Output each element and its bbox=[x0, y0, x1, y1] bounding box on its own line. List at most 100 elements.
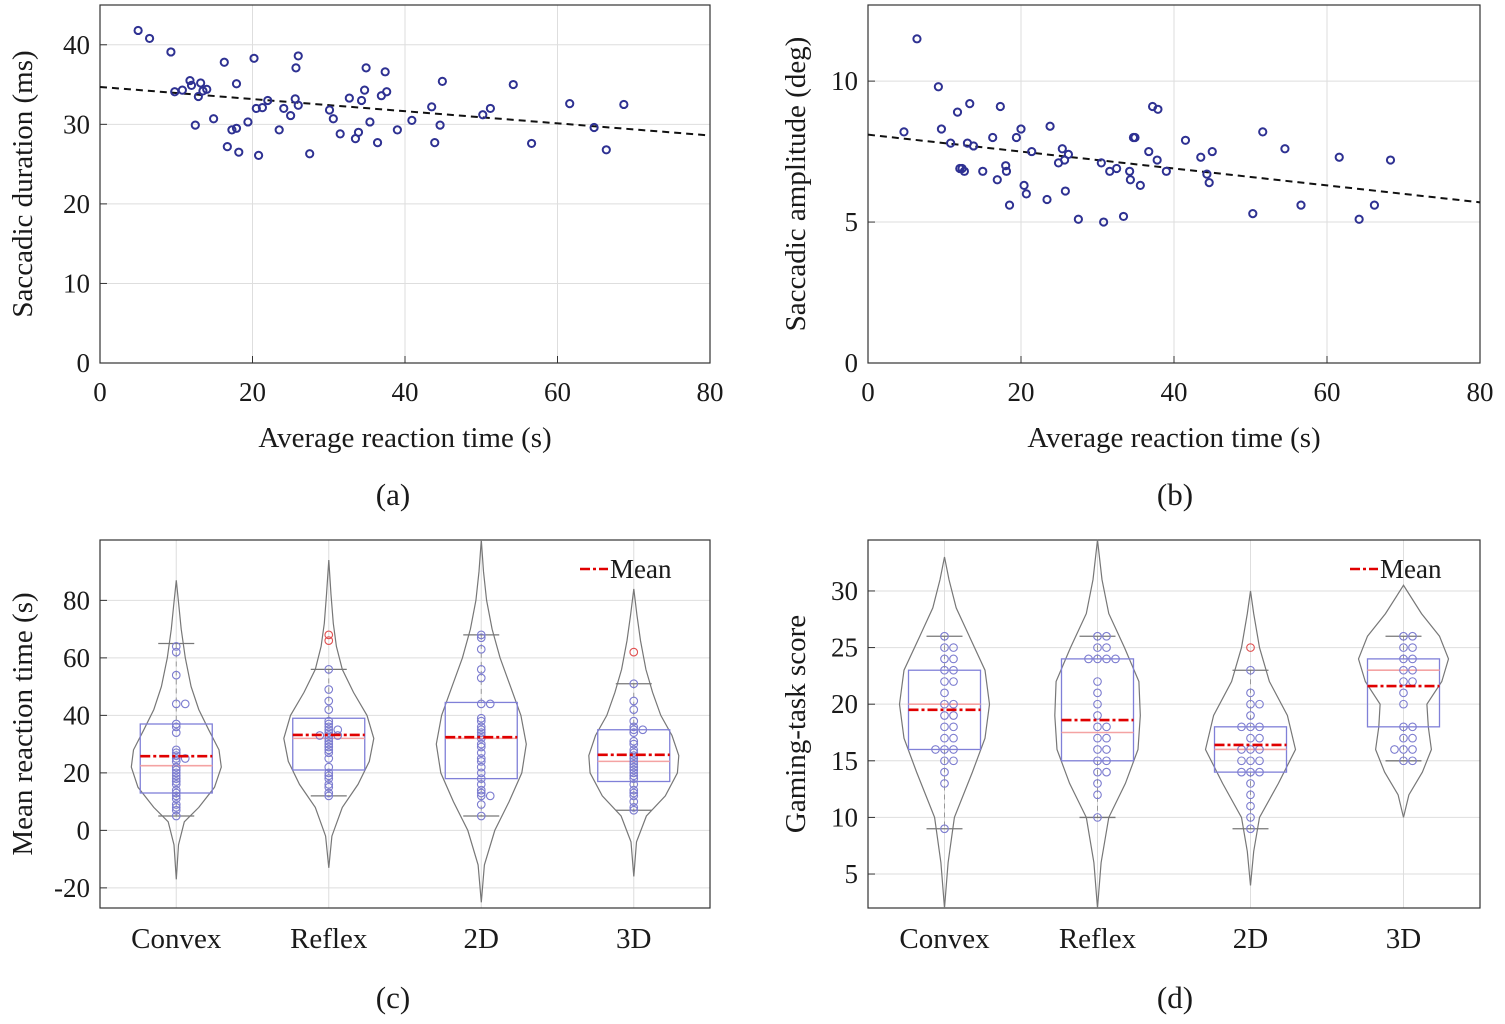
data-point bbox=[476, 722, 486, 732]
data-point bbox=[171, 805, 181, 815]
violin-outline bbox=[1054, 539, 1141, 909]
data-point bbox=[249, 53, 259, 63]
data-point bbox=[186, 80, 197, 90]
data-point bbox=[965, 99, 975, 109]
x-tick-label: 80 bbox=[697, 377, 724, 407]
data-point bbox=[1399, 677, 1408, 686]
data-point bbox=[629, 754, 639, 763]
x-tick-label: 0 bbox=[93, 377, 107, 407]
violin-outline bbox=[588, 588, 680, 877]
data-point bbox=[1207, 146, 1217, 157]
data-point bbox=[1019, 180, 1029, 191]
data-point bbox=[1093, 813, 1102, 822]
data-point bbox=[949, 677, 958, 686]
data-point bbox=[1369, 200, 1380, 210]
data-point bbox=[629, 736, 639, 746]
x-category-label: 3D bbox=[616, 923, 651, 955]
data-point bbox=[476, 673, 486, 683]
data-point bbox=[952, 107, 963, 117]
data-point bbox=[940, 722, 949, 732]
data-point bbox=[940, 767, 949, 777]
data-point bbox=[1042, 194, 1052, 205]
data-point bbox=[427, 102, 437, 112]
x-tick-label: 40 bbox=[392, 377, 419, 407]
data-point bbox=[1408, 631, 1417, 641]
data-point bbox=[324, 722, 334, 732]
data-point bbox=[940, 779, 949, 788]
y-tick-label: 40 bbox=[63, 700, 90, 730]
panel-b: 0 20 40 60 80 0 5 10 Average reaction time (s) Sa… bbox=[780, 4, 1494, 512]
data-point bbox=[1093, 756, 1102, 766]
outlier-point bbox=[324, 636, 334, 645]
data-point bbox=[254, 150, 264, 160]
y-tick-label: 10 bbox=[831, 66, 858, 96]
violin-group-3d bbox=[1357, 584, 1450, 818]
data-point bbox=[1280, 144, 1290, 154]
data-point bbox=[1093, 779, 1102, 788]
data-point bbox=[171, 699, 181, 709]
data-point bbox=[476, 811, 486, 821]
data-point bbox=[1093, 631, 1102, 641]
data-point bbox=[629, 728, 639, 737]
data-point bbox=[949, 722, 958, 732]
x-tick-label: 60 bbox=[1314, 377, 1341, 407]
data-point bbox=[940, 699, 949, 709]
data-point bbox=[1027, 146, 1037, 157]
data-point bbox=[949, 733, 958, 743]
data-point bbox=[476, 791, 486, 801]
data-point bbox=[171, 748, 181, 758]
data-point bbox=[324, 105, 335, 115]
data-point bbox=[629, 785, 639, 795]
violin-outline bbox=[435, 539, 527, 903]
data-point bbox=[476, 739, 486, 749]
data-point bbox=[629, 768, 639, 778]
data-point bbox=[1125, 175, 1135, 185]
data-point bbox=[1073, 214, 1083, 224]
data-point bbox=[1102, 767, 1111, 777]
violin-group-reflex bbox=[1054, 539, 1141, 909]
data-point bbox=[380, 67, 390, 77]
violin-group-convex bbox=[130, 580, 222, 880]
data-point bbox=[940, 631, 949, 641]
iqr-box bbox=[444, 701, 518, 780]
data-point bbox=[1408, 733, 1417, 743]
data-point bbox=[1399, 699, 1408, 709]
y-tick-label: 20 bbox=[63, 189, 90, 219]
data-point bbox=[1237, 722, 1246, 732]
y-tick-label: 80 bbox=[63, 585, 90, 615]
data-point bbox=[185, 75, 195, 86]
outlier-point bbox=[1246, 643, 1255, 652]
data-point bbox=[1334, 152, 1344, 162]
data-point bbox=[166, 47, 176, 57]
y-axis-label: Gaming-task score bbox=[780, 615, 812, 833]
data-point bbox=[171, 803, 181, 812]
data-point bbox=[1102, 722, 1111, 732]
data-point bbox=[171, 780, 181, 789]
data-point bbox=[171, 642, 181, 651]
data-point bbox=[1399, 665, 1408, 675]
y-tick-label: 5 bbox=[845, 859, 859, 889]
data-point bbox=[231, 123, 242, 133]
data-point bbox=[476, 757, 486, 766]
violin-group-2d bbox=[1204, 590, 1297, 886]
violin-group-2d bbox=[435, 539, 527, 903]
data-point bbox=[949, 654, 958, 664]
outlier-point bbox=[324, 630, 334, 640]
data-point bbox=[949, 711, 958, 720]
data-point bbox=[1255, 722, 1264, 732]
data-point bbox=[940, 745, 949, 754]
data-point bbox=[629, 805, 639, 815]
x-tick-label: 0 bbox=[861, 377, 875, 407]
data-point bbox=[476, 748, 486, 758]
data-point bbox=[912, 34, 922, 44]
data-point bbox=[1399, 643, 1408, 652]
data-point bbox=[629, 757, 639, 766]
data-point bbox=[231, 79, 242, 89]
outlier-point bbox=[629, 647, 639, 657]
data-point bbox=[171, 670, 181, 680]
data-point bbox=[476, 731, 486, 740]
data-point bbox=[1246, 688, 1255, 698]
data-point bbox=[305, 149, 315, 159]
data-point bbox=[1255, 733, 1264, 743]
data-point bbox=[133, 25, 143, 36]
